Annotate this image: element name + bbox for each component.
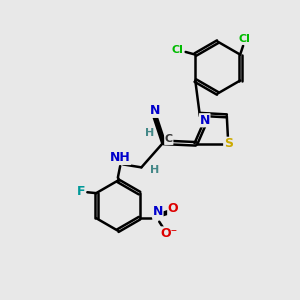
Text: C: C [165,134,173,144]
Text: O⁻: O⁻ [160,227,178,240]
Text: NH: NH [110,152,130,164]
Text: S: S [224,137,233,150]
Text: N: N [150,104,160,117]
Text: F: F [76,185,85,198]
Text: Cl: Cl [238,34,250,44]
Text: N: N [200,114,210,127]
Text: H: H [145,128,154,138]
Text: H: H [150,165,159,175]
Text: N: N [153,205,163,218]
Text: O: O [168,202,178,215]
Text: Cl: Cl [172,45,184,55]
